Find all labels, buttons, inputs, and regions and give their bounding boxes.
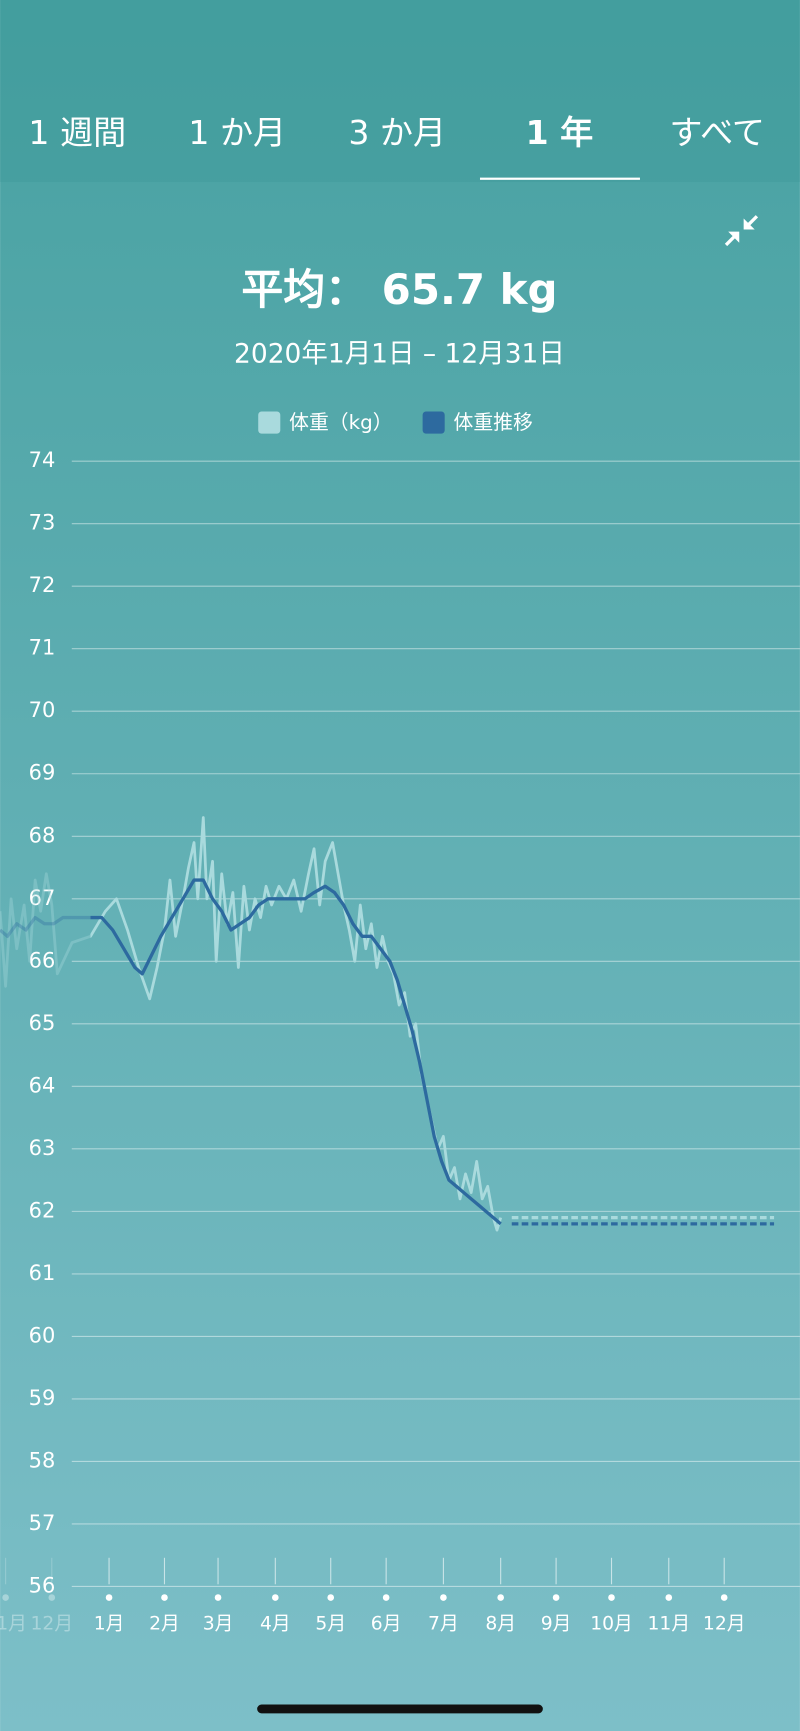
x-tick-dot [552, 1594, 560, 1601]
average-title: 平均： 65.7 kg [241, 265, 557, 314]
legend-swatch [422, 411, 445, 434]
y-tick-label: 63 [29, 1136, 56, 1160]
x-tick-label: 2月 [149, 1613, 180, 1634]
legend-swatch [258, 411, 281, 434]
y-tick-label: 71 [29, 636, 56, 660]
x-tick-dot [440, 1594, 447, 1601]
y-tick-label: 58 [29, 1448, 56, 1472]
x-tick-label: 8月 [485, 1613, 516, 1634]
y-tick-label: 66 [29, 948, 56, 972]
x-tick-dot [327, 1594, 335, 1601]
tab[interactable]: すべて [669, 113, 765, 152]
x-tick-dot [382, 1594, 390, 1601]
y-tick-label: 59 [29, 1386, 56, 1410]
legend-label: 体重推移 [454, 411, 533, 434]
x-tick-label: 11月 [647, 1613, 690, 1634]
x-tick-label: 9月 [541, 1613, 572, 1634]
y-tick-label: 60 [29, 1323, 56, 1347]
y-tick-label: 73 [29, 511, 56, 535]
y-tick-label: 65 [29, 1011, 56, 1035]
y-tick-label: 69 [29, 761, 56, 785]
legend-label: 体重（kg） [289, 411, 392, 434]
x-tick-label: 12月 [30, 1613, 73, 1634]
x-tick-dot [272, 1594, 279, 1601]
x-tick-label: 3月 [203, 1613, 234, 1634]
y-tick-label: 68 [29, 823, 56, 847]
plot: 5657585960616263646566676869707172737411… [0, 448, 800, 1634]
x-tick-label: 6月 [371, 1613, 402, 1634]
x-tick-label: 4月 [260, 1613, 291, 1634]
x-tick-dot [2, 1594, 9, 1601]
y-tick-label: 64 [29, 1073, 56, 1097]
tab[interactable]: 1 週間 [28, 113, 126, 152]
x-tick-label: 12月 [703, 1613, 746, 1634]
home-indicator [257, 1704, 543, 1714]
x-tick-dot [161, 1594, 168, 1601]
x-tick-dot [665, 1594, 673, 1601]
y-tick-label: 56 [29, 1573, 56, 1597]
tab[interactable]: 1 か月 [188, 113, 286, 152]
x-tick-label: 11月 [0, 1613, 27, 1634]
tab-bar [0, 0, 800, 183]
x-tick-dot [214, 1594, 222, 1601]
y-tick-label: 72 [29, 573, 56, 597]
y-tick-label: 61 [29, 1261, 56, 1285]
x-tick-label: 1月 [94, 1613, 125, 1634]
y-tick-label: 74 [29, 448, 56, 472]
tab-underline [479, 177, 640, 180]
x-tick-dot [720, 1594, 728, 1601]
legend: 体重（kg） 体重推移 [258, 411, 533, 434]
y-tick-label: 62 [29, 1198, 56, 1222]
date-range: 2020年1月1日 – 12月31日 [234, 339, 565, 370]
y-tick-label: 70 [29, 698, 56, 722]
x-tick-dot [497, 1594, 504, 1601]
x-tick-dot [608, 1594, 615, 1601]
x-tick-dot [105, 1594, 113, 1601]
tab[interactable]: 3 か月 [348, 113, 446, 152]
x-tick-label: 7月 [428, 1613, 459, 1634]
x-tick-dot [48, 1594, 56, 1601]
collapse-icon[interactable] [724, 215, 759, 247]
x-tick-label: 5月 [315, 1613, 346, 1634]
tabs: 1 週間 1 か月 3 か月 1 年 すべて [28, 113, 765, 180]
x-tick-label: 10月 [590, 1613, 633, 1634]
trend-line [0, 878, 502, 1226]
tab[interactable]: 1 年 [526, 113, 594, 152]
y-tick-label: 57 [29, 1511, 56, 1535]
